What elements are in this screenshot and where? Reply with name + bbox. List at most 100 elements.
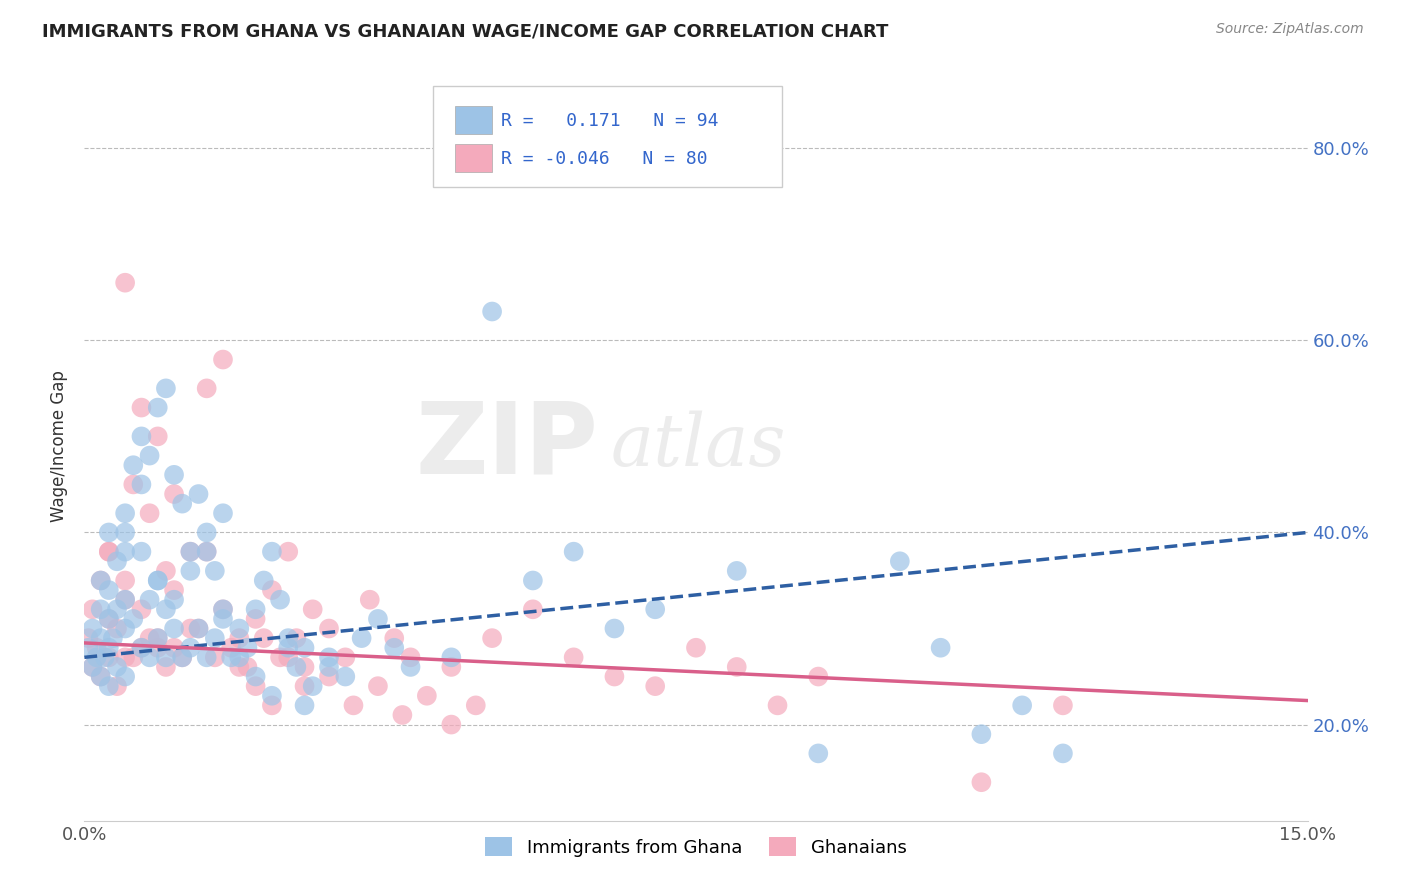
FancyBboxPatch shape [456, 144, 492, 172]
Point [163, 467, 186, 482]
Point [97, 612, 120, 626]
Point [359, 592, 381, 607]
Point [481, 631, 503, 645]
Point [163, 640, 186, 655]
Point [90, 602, 112, 616]
Point [294, 660, 316, 674]
Point [179, 622, 201, 636]
Point [382, 640, 405, 655]
Point [725, 660, 748, 674]
Point [277, 631, 299, 645]
Point [603, 622, 626, 636]
Point [603, 669, 626, 683]
Point [179, 564, 201, 578]
Point [114, 276, 136, 290]
Point [90, 574, 112, 588]
Text: R =   0.171   N = 94: R = 0.171 N = 94 [502, 112, 718, 129]
Point [114, 544, 136, 558]
Point [131, 429, 153, 443]
Point [131, 401, 153, 415]
Text: IMMIGRANTS FROM GHANA VS GHANAIAN WAGE/INCOME GAP CORRELATION CHART: IMMIGRANTS FROM GHANA VS GHANAIAN WAGE/I… [42, 22, 889, 40]
Point [245, 602, 267, 616]
Text: atlas: atlas [610, 410, 786, 482]
Point [212, 352, 235, 367]
Point [236, 660, 259, 674]
Point [318, 660, 340, 674]
Point [644, 602, 666, 616]
Point [155, 602, 177, 616]
Point [179, 640, 201, 655]
Legend: Immigrants from Ghana, Ghanaians: Immigrants from Ghana, Ghanaians [478, 830, 914, 864]
Point [155, 660, 177, 674]
Point [342, 698, 364, 713]
Point [105, 660, 128, 674]
Point [481, 304, 503, 318]
Point [90, 631, 112, 645]
Point [318, 669, 340, 683]
Point [277, 640, 299, 655]
Point [807, 669, 830, 683]
Point [172, 650, 194, 665]
Point [163, 487, 186, 501]
Point [122, 477, 145, 491]
Point [245, 612, 267, 626]
Point [260, 583, 283, 598]
Point [97, 544, 120, 558]
Point [146, 631, 169, 645]
Point [644, 679, 666, 693]
Point [277, 544, 299, 558]
Point [889, 554, 911, 568]
Point [105, 602, 128, 616]
Text: ZIP: ZIP [415, 398, 598, 494]
Point [335, 650, 357, 665]
Point [522, 574, 544, 588]
Point [195, 650, 218, 665]
Point [318, 650, 340, 665]
Point [294, 679, 316, 693]
Point [105, 554, 128, 568]
Point [228, 660, 250, 674]
Point [253, 574, 276, 588]
Point [195, 544, 218, 558]
Point [277, 650, 299, 665]
Point [1011, 698, 1033, 713]
Point [114, 650, 136, 665]
Point [187, 622, 209, 636]
Point [172, 497, 194, 511]
Point [179, 544, 201, 558]
Point [382, 631, 405, 645]
Point [163, 622, 186, 636]
Point [122, 650, 145, 665]
Point [212, 612, 235, 626]
Point [269, 650, 291, 665]
Point [245, 679, 267, 693]
Point [219, 650, 242, 665]
Point [93, 650, 115, 665]
Point [146, 631, 169, 645]
Point [97, 544, 120, 558]
Point [725, 564, 748, 578]
Point [416, 689, 439, 703]
Point [90, 669, 112, 683]
Point [195, 544, 218, 558]
Point [440, 650, 463, 665]
Point [228, 650, 250, 665]
Point [260, 689, 283, 703]
Point [253, 631, 276, 645]
Point [163, 592, 186, 607]
Point [522, 602, 544, 616]
Point [685, 640, 707, 655]
Point [212, 506, 235, 520]
Point [350, 631, 373, 645]
Point [105, 622, 128, 636]
Point [440, 717, 463, 731]
Point [82, 602, 104, 616]
Point [114, 592, 136, 607]
Point [138, 449, 160, 463]
Text: R = -0.046   N = 80: R = -0.046 N = 80 [502, 150, 709, 168]
Point [260, 544, 283, 558]
FancyBboxPatch shape [456, 105, 492, 134]
Point [318, 622, 340, 636]
Point [82, 660, 104, 674]
Point [285, 631, 308, 645]
